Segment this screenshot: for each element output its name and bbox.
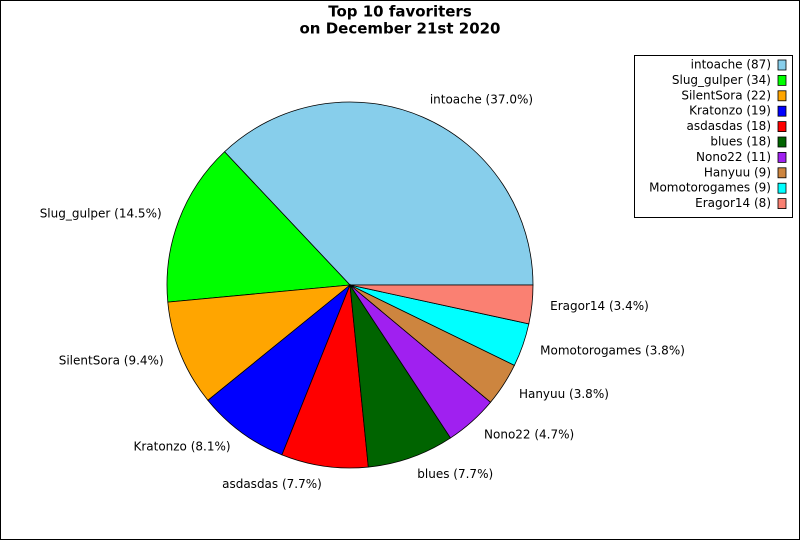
pie-slice [167,284,352,401]
legend-box [634,55,793,218]
slice-label: SilentSora (9.4%) [59,354,164,368]
pie-slice [349,284,534,325]
slice-label: intoache (37.0%) [430,93,533,107]
legend-label: SilentSora (22) [681,88,771,102]
legend-label: Hanyuu (9) [704,165,771,179]
slice-label: Slug_gulper (14.5%) [40,206,162,220]
legend-swatch [777,167,787,179]
legend-label: asdasdas (18) [687,119,772,133]
legend-swatch [777,105,787,117]
slice-label: Nono22 (4.7%) [484,428,574,442]
pie-slice [166,151,351,303]
legend-swatch [777,90,787,102]
slice-label: Eragor14 (3.4%) [550,299,649,313]
legend-label: Momotorogames (9) [649,181,771,195]
legend-label: Eragor14 (8) [695,196,771,210]
slice-label: asdasdas (7.7%) [222,477,322,491]
legend-swatch [777,121,787,132]
legend-label: Slug_gulper (34) [672,73,771,87]
legend-swatch [777,75,787,86]
legend-swatch [777,198,787,210]
legend-swatch [777,136,787,148]
legend: intoache (87)Slug_gulper (34)SilentSora … [634,55,793,218]
pie-slice [223,101,534,286]
chart-subtitle: on December 21st 2020 [300,20,501,38]
pie-slice [207,283,351,456]
legend-label: intoache (87) [691,58,771,72]
legend-swatch [777,182,787,194]
legend-swatch [777,59,787,71]
slice-label: Hanyuu (3.8%) [519,387,609,401]
legend-swatch [777,151,787,163]
legend-label: blues (18) [710,135,771,149]
slice-label: blues (7.7%) [417,467,493,481]
chart-title: Top 10 favoriters [328,3,472,21]
legend-label: Nono22 (11) [696,150,771,164]
slice-label: Momotorogames (3.8%) [540,344,685,358]
legend-label: Kratonzo (19) [689,104,771,118]
slice-label: Kratonzo (8.1%) [133,440,230,454]
